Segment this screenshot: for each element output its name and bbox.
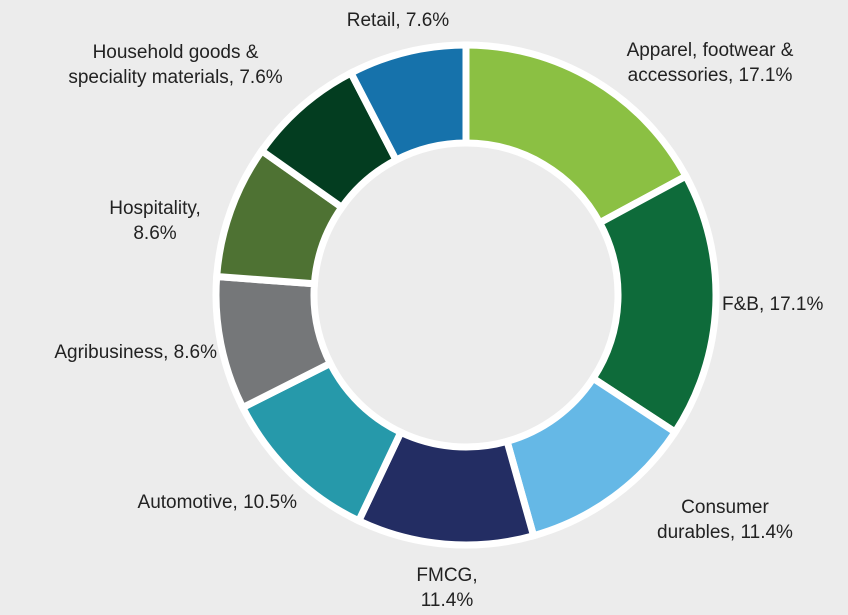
slice-label: Hospitality, 8.6% <box>109 198 201 244</box>
donut-slice <box>462 41 691 228</box>
donut-slice <box>346 41 470 165</box>
slice-label: Automotive, 10.5% <box>137 492 297 513</box>
slice-label: Agribusiness, 8.6% <box>54 342 217 363</box>
slice-label: Retail, 7.6% <box>346 10 450 31</box>
donut-slice <box>588 171 720 437</box>
slice-label: F&B, 17.1% <box>722 294 824 315</box>
slice-label: FMCG, 11.4% <box>416 565 478 611</box>
slice-label: Apparel, footwear & accessories, 17.1% <box>626 40 794 86</box>
slice-label: Consumer durables, 11.4% <box>657 497 793 543</box>
slice-label: Household goods & speciality materials, … <box>68 42 283 88</box>
